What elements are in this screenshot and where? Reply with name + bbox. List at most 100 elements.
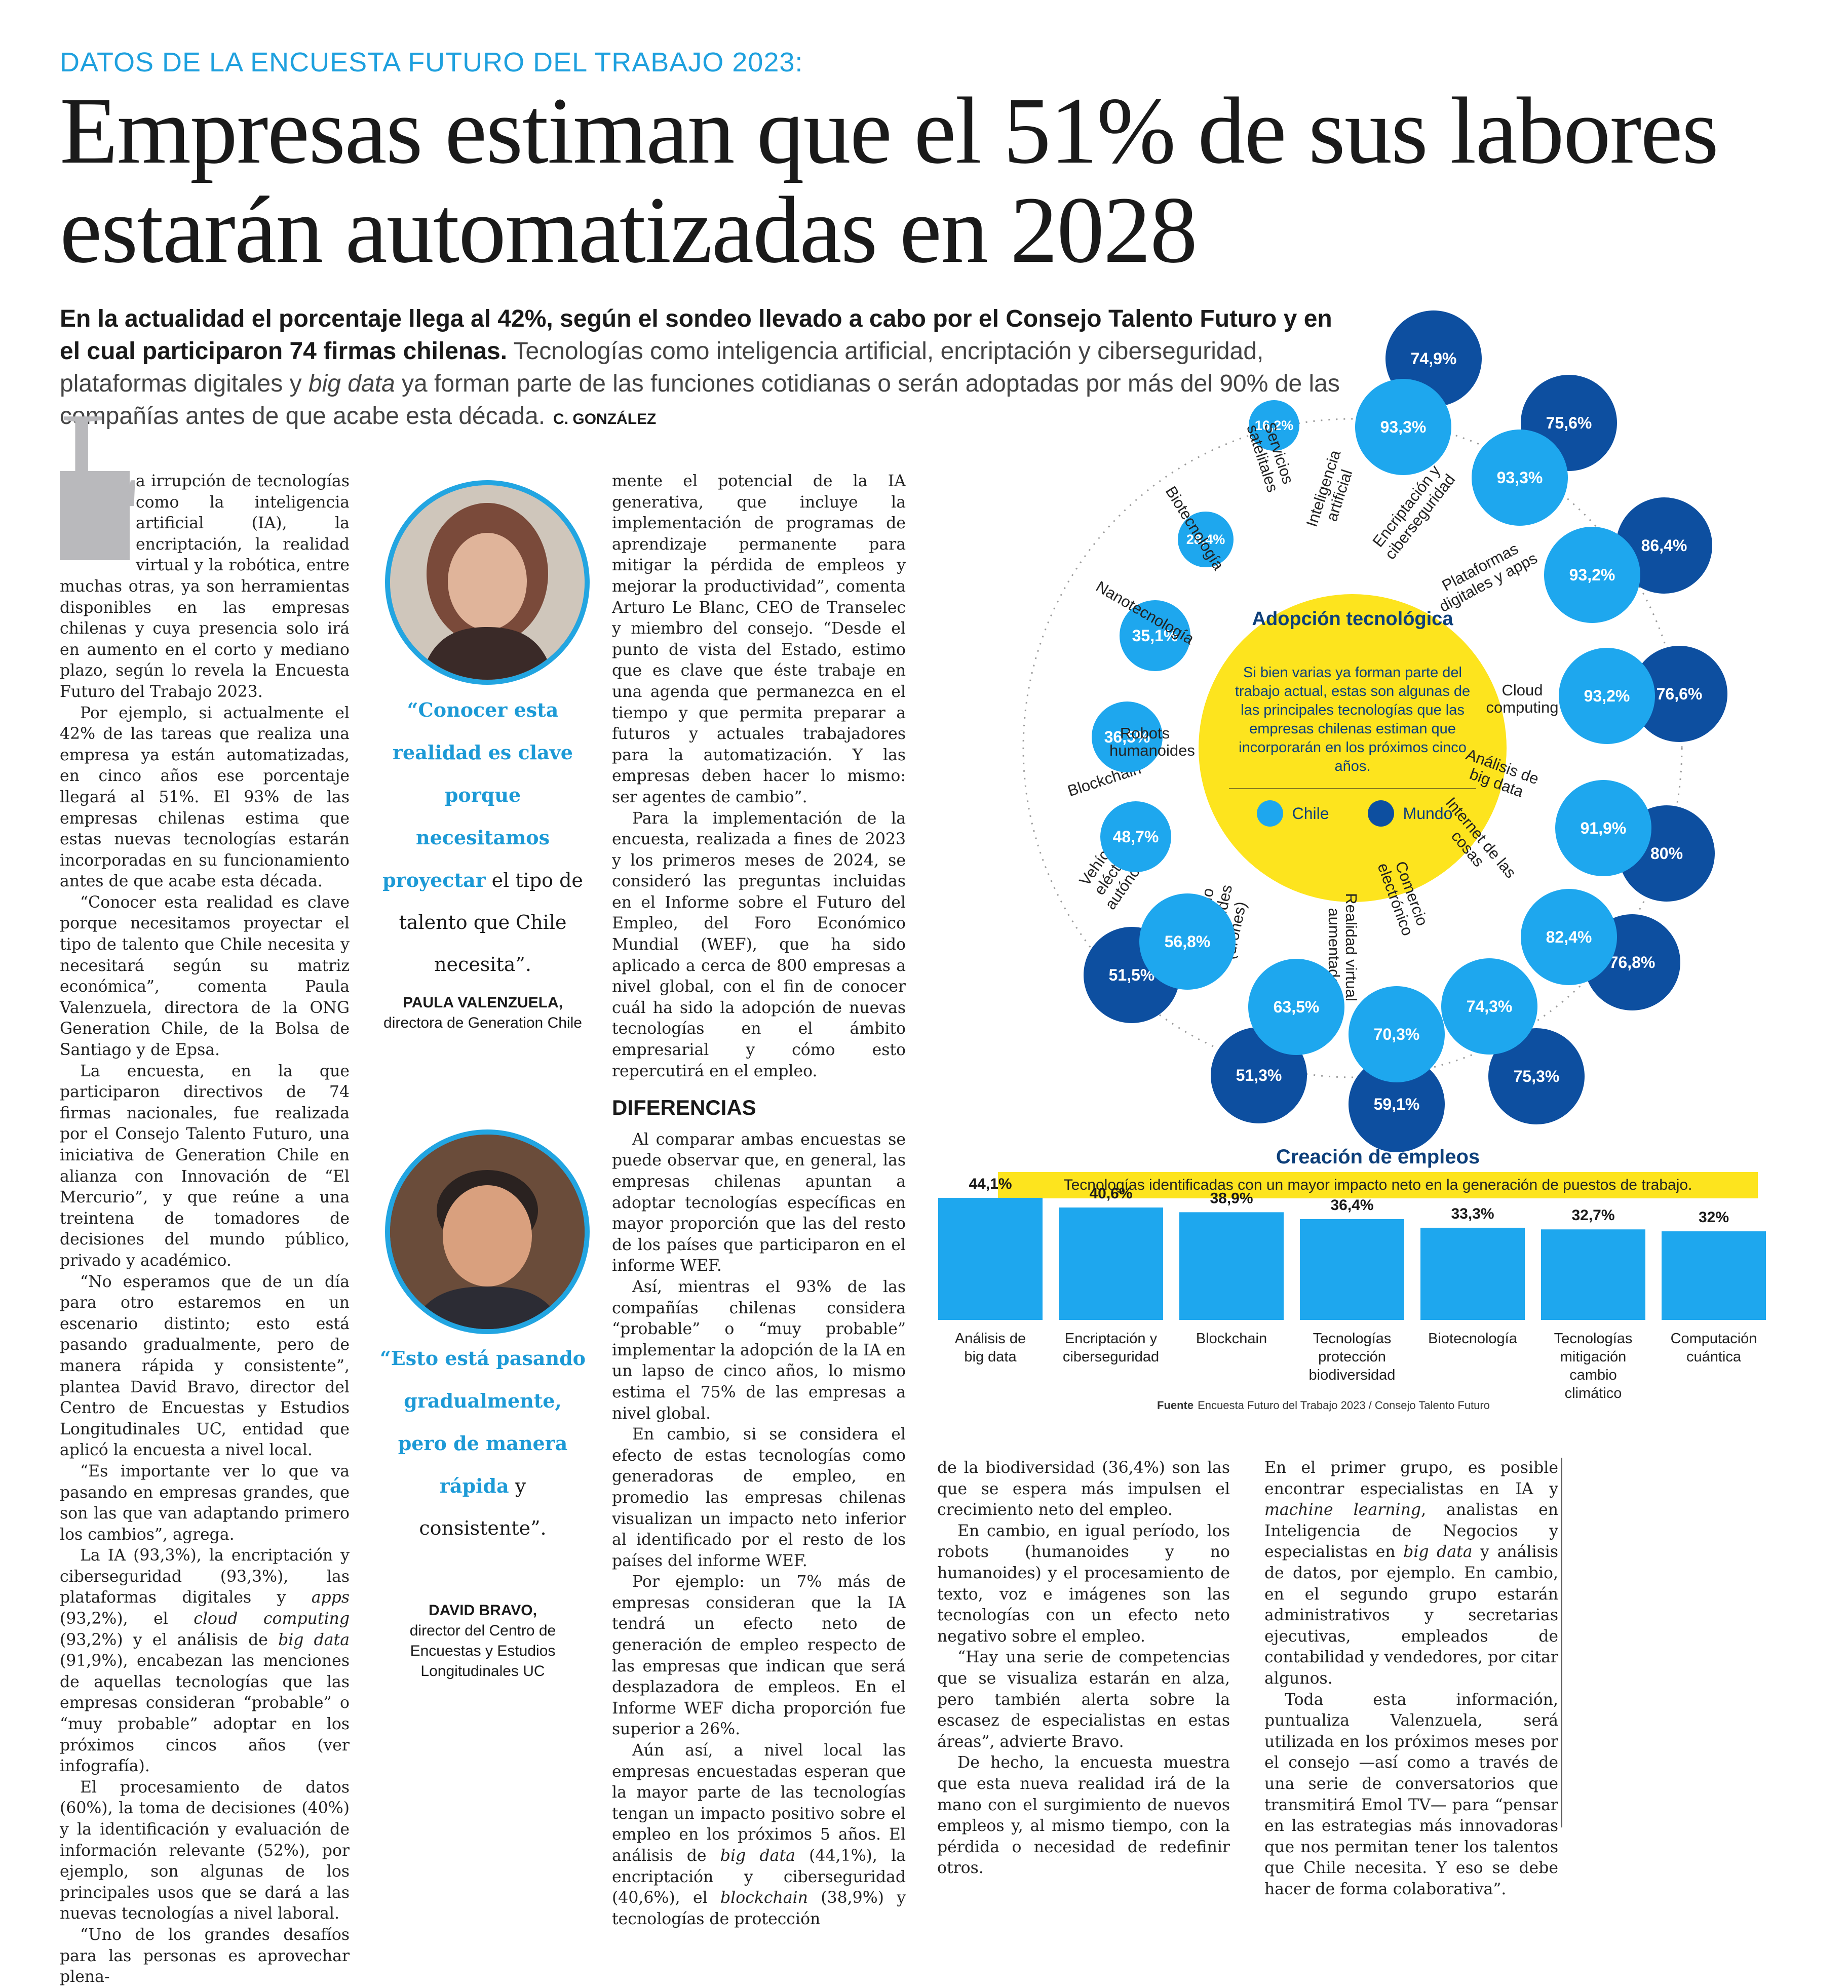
- bar-category-line: ciberseguridad: [1063, 1349, 1159, 1365]
- portrait-david-bravo: [385, 1129, 590, 1334]
- col1-p5: “No esperamos que de un día para otro es…: [60, 1272, 350, 1460]
- legend-mundo-label: Mundo: [1403, 804, 1453, 823]
- quote1-highlight: “Conocer esta realidad es clave porque n…: [382, 698, 573, 891]
- lead-bold: En la actualidad el porcentaje llega al …: [60, 305, 1332, 365]
- chile-value-circle: 16,2%: [1249, 400, 1299, 451]
- chile-value-circle: 70,3%: [1349, 986, 1445, 1082]
- article-column-4: de la biodiversidad (36,4%) son las que …: [937, 1458, 1230, 1879]
- col1-p3: “Conocer esta realidad es clave porque n…: [60, 893, 350, 1060]
- col3-p7-italic: big data: [720, 1847, 795, 1865]
- col3-p3: Al comparar ambas encuestas se puede obs…: [612, 1130, 906, 1275]
- col1-p4: La encuesta, en la que participaron dire…: [60, 1062, 350, 1270]
- center-title: Adopción tecnológica: [1252, 608, 1453, 630]
- col4-p2: En cambio, en igual período, los robots …: [937, 1522, 1230, 1646]
- lead-text-2: ya forman parte de las funciones cotidia…: [60, 370, 1340, 430]
- chile-value-circle: 35,1%: [1120, 600, 1190, 671]
- col3-p2: Para la implementación de la encuesta, r…: [612, 809, 906, 1080]
- article-column-5: En el primer grupo, es posible encontrar…: [1264, 1458, 1558, 1900]
- chile-value-circle: 48,7%: [1100, 801, 1171, 872]
- col5-p1: En el primer grupo, es posible encontrar…: [1264, 1458, 1558, 1690]
- col3-p7-italic: blockchain: [720, 1889, 808, 1907]
- bar: [938, 1197, 1043, 1320]
- col3-p4: Así, mientras el 93% de las compañías ch…: [612, 1277, 906, 1423]
- dotted-ring: [1022, 418, 1683, 1078]
- quote1-attribution: PAULA VALENZUELA, directora de Generation…: [379, 993, 587, 1033]
- col5-p1-italic: big data: [1403, 1543, 1473, 1562]
- center-circle: [1199, 594, 1507, 902]
- bar: [1541, 1229, 1645, 1320]
- bar-category-line: protección: [1318, 1349, 1386, 1365]
- legend-chile-swatch: [1256, 800, 1283, 827]
- col5-p1-text: En el primer grupo, es posible encontrar…: [1264, 1459, 1558, 1498]
- bar-category-line: biodiversidad: [1309, 1367, 1396, 1383]
- quote2-rest: y consistente”.: [419, 1475, 547, 1539]
- bar: [1179, 1212, 1284, 1320]
- lead-text-1: Tecnologías como inteligencia artificial…: [60, 338, 1264, 397]
- quote2-highlight: “Esto está pasando gradualmente, pero de…: [379, 1347, 586, 1497]
- bar-category-label: Análisis de big data: [955, 1331, 1026, 1365]
- bar-category-label: Blockchain: [1196, 1331, 1267, 1347]
- bar-value-label: 36,4%: [1330, 1197, 1373, 1214]
- column-rule: [1561, 1458, 1562, 1827]
- bar-category-line: Biotecnología: [1428, 1331, 1518, 1347]
- source-note: Fuente Encuesta Futuro del Trabajo 2023 /…: [1157, 1399, 1490, 1412]
- bar-value-label: 40,6%: [1089, 1185, 1132, 1202]
- chile-value-circle: 93,3%: [1355, 379, 1451, 475]
- bar-category-line: climático: [1565, 1385, 1622, 1401]
- col5-p1-text: , analistas en Inteligencia de Negocios …: [1264, 1501, 1558, 1562]
- headline: Empresas estiman que el 51% de sus labor…: [60, 77, 1719, 283]
- kicker: DATOS DE LA ENCUESTA FUTURO DEL TRABAJO …: [60, 47, 803, 77]
- bar-category-line: Análisis de: [955, 1331, 1026, 1347]
- dropcap: L: [60, 393, 143, 560]
- col4-p3: “Hay una serie de competencias que se vi…: [937, 1648, 1230, 1751]
- col1-p7-text: (93,2%), el: [60, 1610, 194, 1628]
- bar-value-label: 33,3%: [1451, 1205, 1494, 1222]
- col4-p4: De hecho, la encuesta muestra que esta n…: [937, 1753, 1230, 1878]
- chile-value-circle: 93,2%: [1559, 648, 1655, 744]
- col1-p7-text: La IA (93,3%), la encriptación y ciberse…: [60, 1546, 350, 1607]
- bar-category-line: mitigación: [1560, 1349, 1627, 1365]
- col5-p1-italic: machine learning: [1264, 1501, 1421, 1519]
- col1-p7-italic: cloud computing: [194, 1610, 350, 1628]
- chile-value-circle: 36,5%: [1092, 701, 1163, 772]
- bar-value-label: 32,7%: [1571, 1207, 1614, 1224]
- job-creation-bar-chart: Creación de empleos Tecnologías identifi…: [932, 1146, 1824, 1409]
- quote2-name: DAVID BRAVO,: [429, 1602, 537, 1619]
- portrait-illustration: [390, 1135, 585, 1329]
- bar-category-label: Biotecnología: [1428, 1331, 1518, 1347]
- pull-quote-1: “Conocer esta realidad es clave porque n…: [379, 689, 587, 986]
- chile-value-circle: 82,4%: [1521, 889, 1617, 985]
- bar-value-label: 32%: [1699, 1209, 1729, 1226]
- bar-category-line: Tecnologías: [1554, 1331, 1633, 1347]
- col1-p9: “Uno de los grandes desafíos para las pe…: [60, 1925, 350, 1986]
- bar-category-label: Tecnologías protección biodiversidad: [1309, 1331, 1396, 1383]
- chile-value-circle: 93,3%: [1472, 430, 1568, 526]
- col1-p7-text: (91,9%), encabezan las menciones de aque…: [60, 1652, 350, 1776]
- chile-value-circle: 91,9%: [1555, 780, 1651, 876]
- bar: [1420, 1227, 1525, 1320]
- dropcap-letter: L: [60, 384, 143, 536]
- author: C. GONZÁLEZ: [553, 411, 657, 427]
- source-label: Fuente: [1157, 1399, 1194, 1412]
- col3-p6: Por ejemplo: un 7% más de empresas consi…: [612, 1573, 906, 1739]
- bar-category-line: Encriptación y: [1065, 1331, 1158, 1347]
- legend: Chile Mundo: [1238, 800, 1471, 827]
- bar-category-line: big data: [964, 1349, 1017, 1365]
- bar-category-line: Tecnologías: [1313, 1331, 1392, 1347]
- bar-category-line: cambio: [1569, 1367, 1617, 1383]
- technology-label: Cloud computing: [1486, 681, 1559, 716]
- bar: [1059, 1207, 1163, 1320]
- bar-category-label: Computación cuántica: [1671, 1331, 1757, 1365]
- section-heading-diferencias: DIFERENCIAS: [612, 1096, 756, 1120]
- col1-p7-italic: apps: [311, 1588, 350, 1607]
- bar-category-line: Computación: [1671, 1331, 1757, 1347]
- legend-chile-label: Chile: [1292, 804, 1329, 823]
- quote2-attribution: DAVID BRAVO, director del Centro de Encue…: [379, 1601, 587, 1682]
- col4-p1: de la biodiversidad (36,4%) son las que …: [937, 1459, 1230, 1519]
- bar: [1662, 1231, 1766, 1320]
- quote1-role: directora de Generation Chile: [383, 1015, 582, 1031]
- col1-p8: El procesamiento de datos (60%), la toma…: [60, 1778, 350, 1923]
- col1-p7-text: (93,2%) y el análisis de: [60, 1630, 279, 1649]
- portrait-paula-valenzuela: [385, 480, 590, 685]
